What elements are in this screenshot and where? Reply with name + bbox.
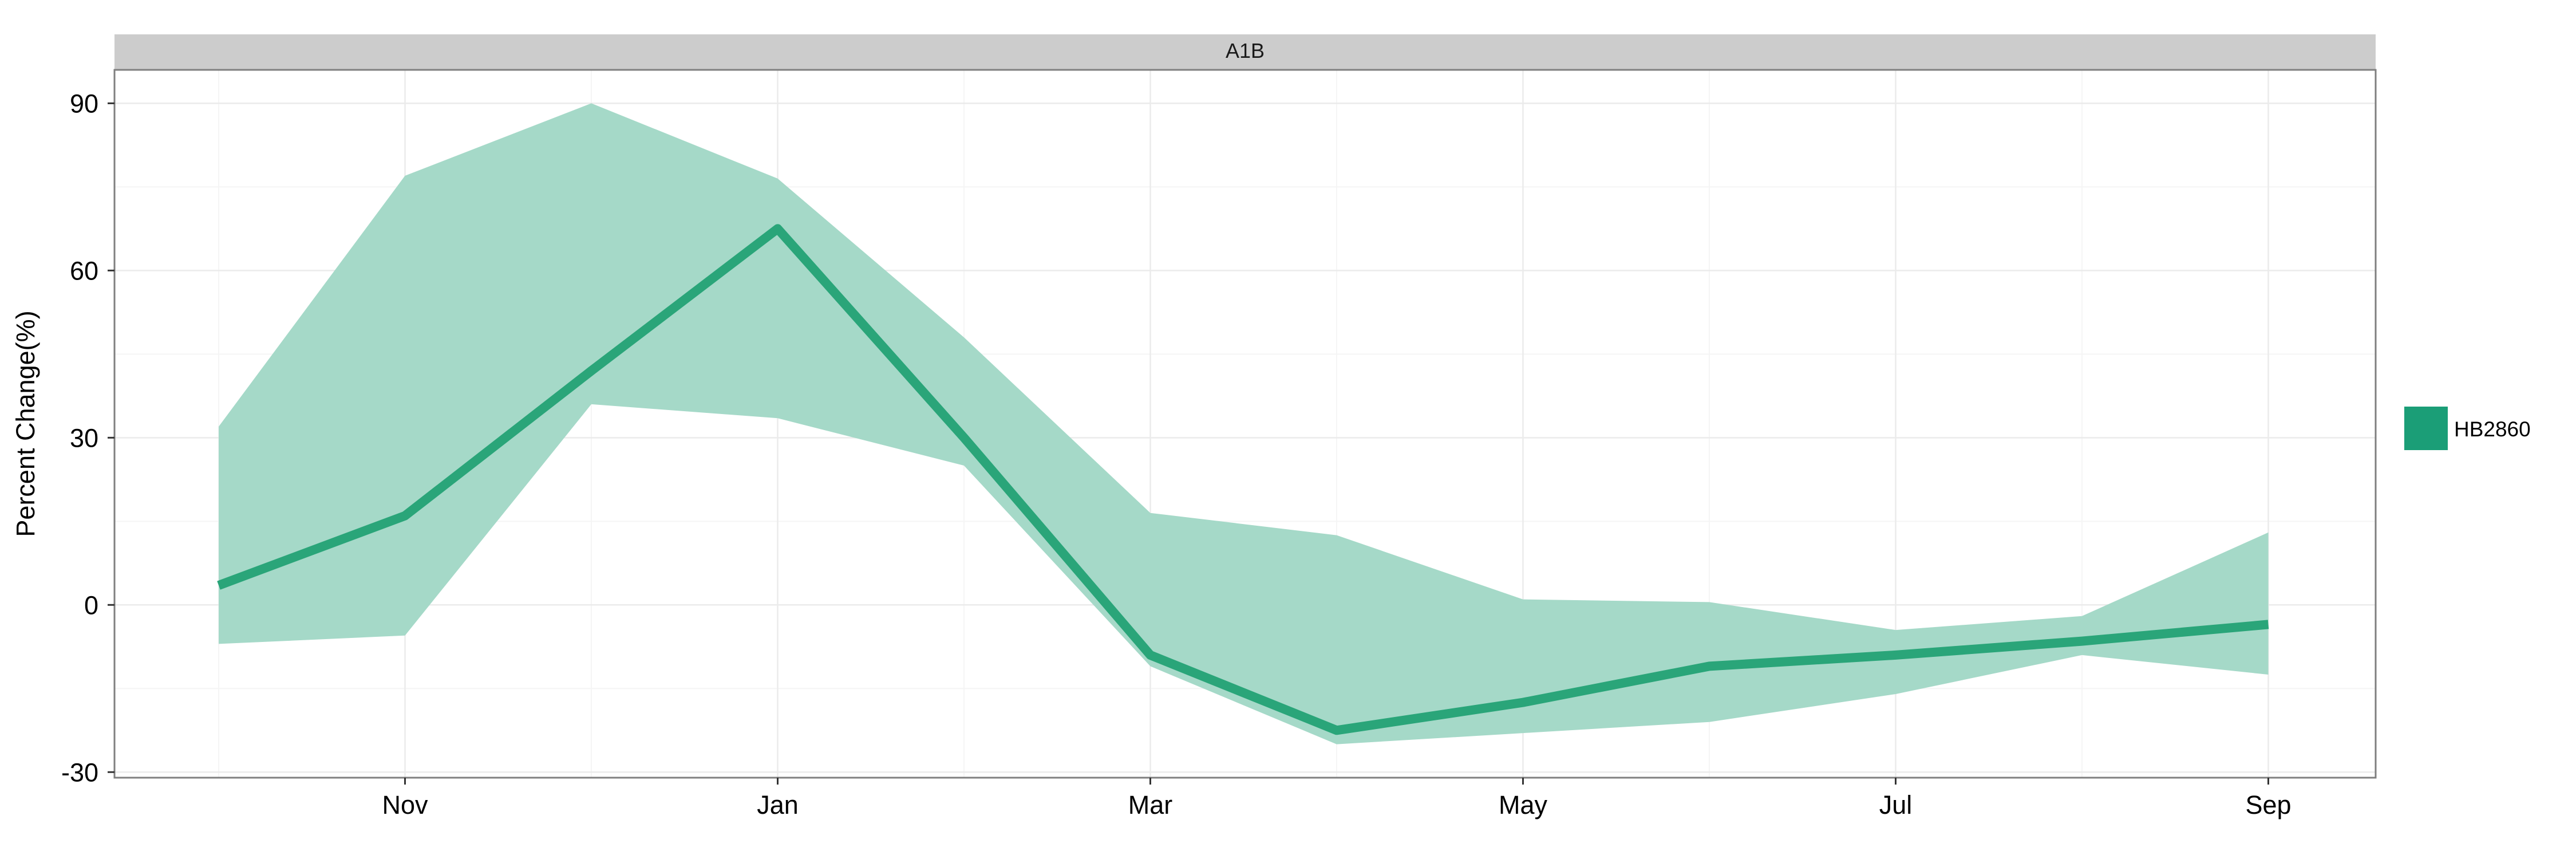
x-tick-label: Jul	[1879, 790, 1913, 819]
y-tick-label: 0	[84, 590, 98, 620]
panel-border	[113, 69, 2377, 779]
plot-panel: A1B	[113, 34, 2377, 779]
x-axis: Nov Jan Mar May Jul Sep	[382, 778, 2291, 819]
y-tick-label: 30	[70, 423, 98, 452]
x-tick-label: Sep	[2245, 790, 2291, 819]
y-axis: -30 0 30 60 90	[61, 89, 114, 787]
x-tick-label: Nov	[382, 790, 428, 819]
facet-strip	[114, 34, 2376, 70]
y-tick-label: 90	[70, 89, 98, 118]
facet-strip-label: A1B	[1226, 39, 1265, 62]
y-tick-label: 60	[70, 256, 98, 285]
x-tick-label: Jan	[757, 790, 799, 819]
y-axis-title: Percent Change(%)	[11, 310, 40, 537]
y-tick-label: -30	[61, 758, 98, 787]
legend: HB2860	[2404, 407, 2531, 450]
legend-key-HB2860	[2404, 407, 2448, 450]
series-line-HB2860	[217, 224, 2269, 735]
legend-label-HB2860: HB2860	[2454, 417, 2531, 441]
x-tick-label: Mar	[1128, 790, 1173, 819]
x-tick-label: May	[1499, 790, 1548, 819]
